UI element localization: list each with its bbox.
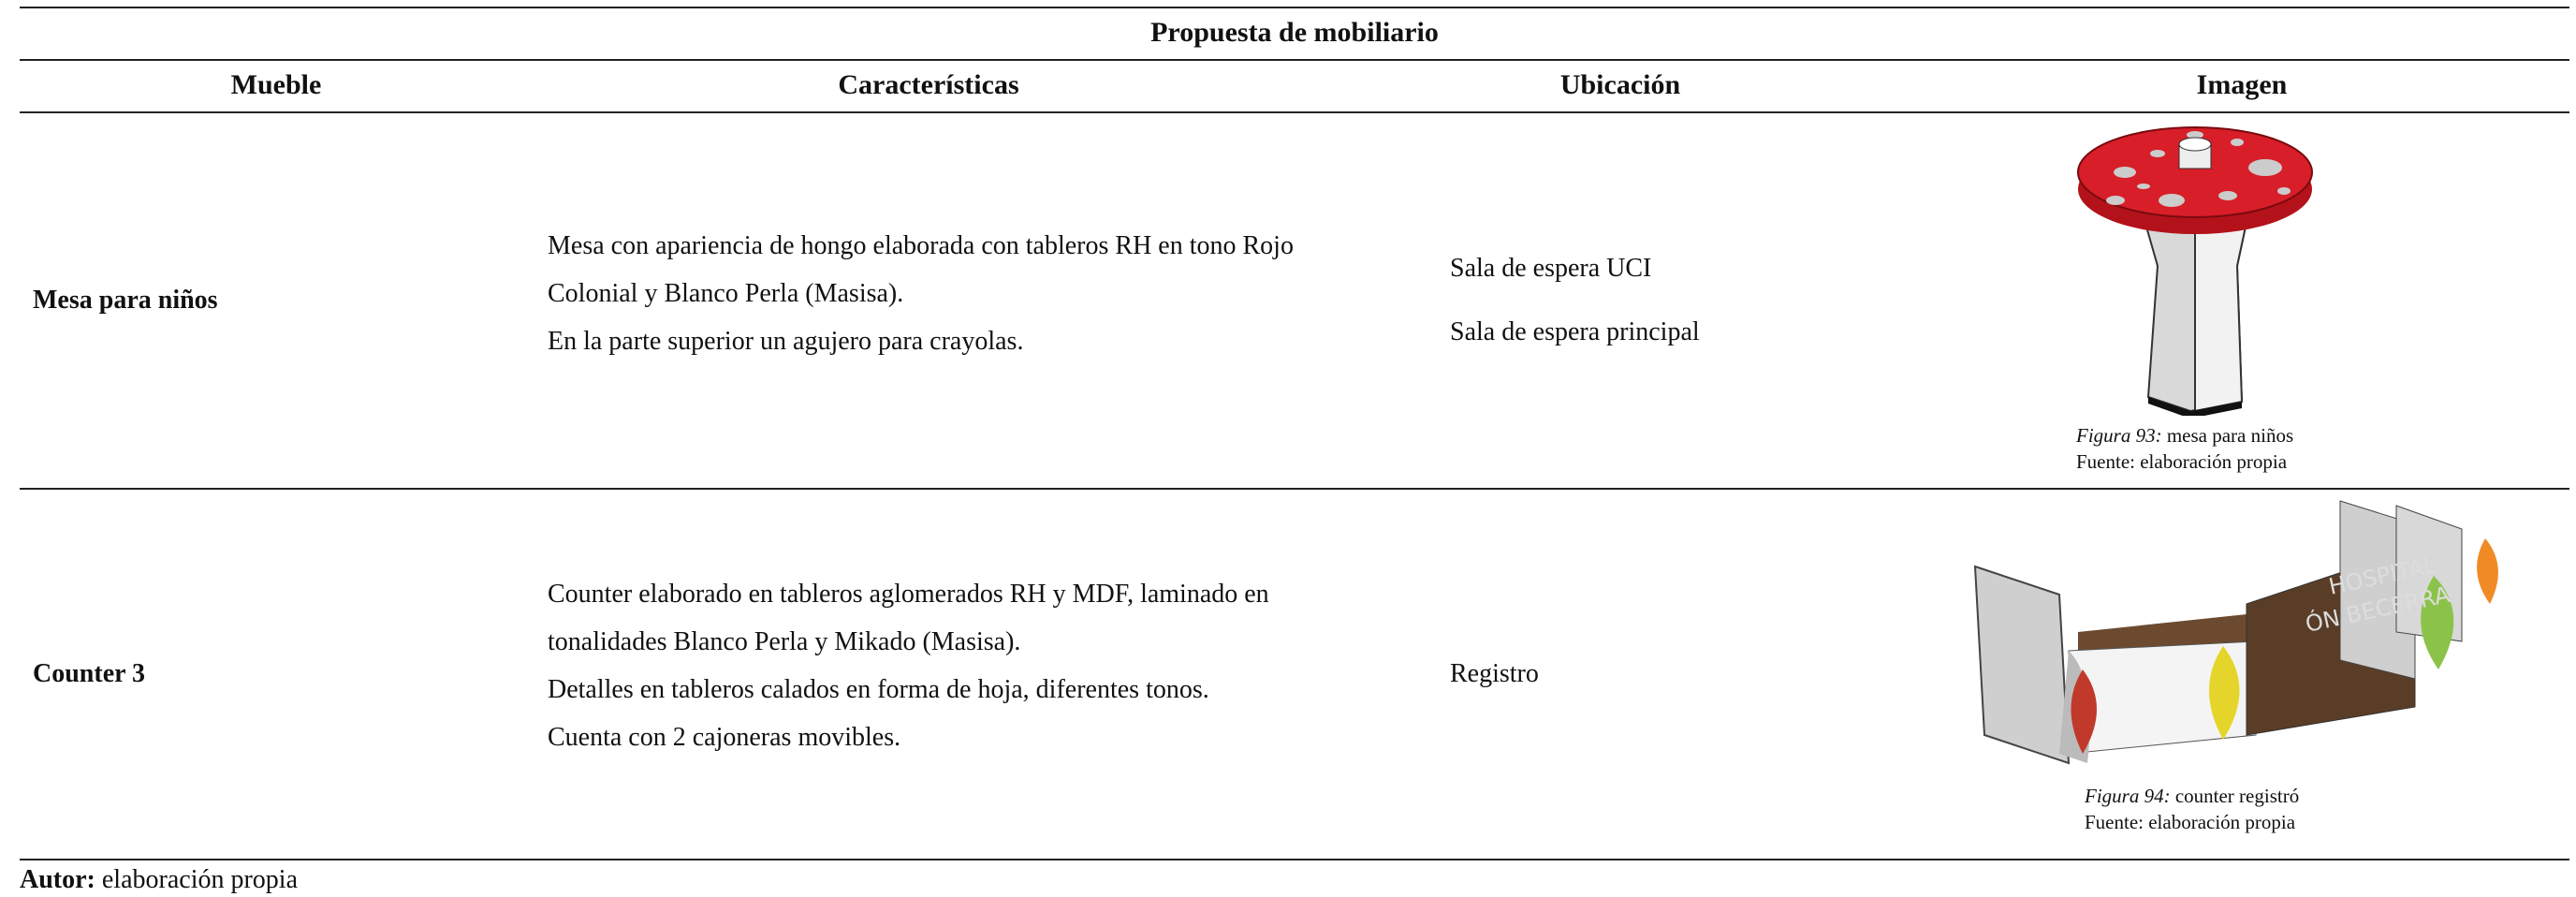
- table-title: Propuesta de mobiliario: [1150, 17, 1439, 48]
- column-header: Ubicación: [1559, 69, 1681, 100]
- figure-text: mesa para niños: [2166, 424, 2294, 447]
- column-header: Características: [838, 69, 1019, 100]
- footer-label: Autor:: [20, 865, 95, 894]
- location: Registro: [1450, 659, 1539, 688]
- feature: Cuenta con 2 cajoneras movibles.: [548, 723, 901, 752]
- mushroom-table-image: [2077, 126, 2313, 416]
- rule: [20, 859, 2569, 860]
- footer: Autor: elaboración propia: [20, 863, 298, 897]
- feature: Mesa con apariencia de hongo elaborada c…: [548, 231, 1294, 308]
- figure-caption: Figura 94: counter registró: [2085, 783, 2299, 809]
- feature: En la parte superior un agujero para cra…: [548, 327, 1024, 356]
- rule: [20, 111, 2569, 113]
- counter-image: HOSPITAL ÓN BECERRA: [1973, 500, 2498, 765]
- column-header: Imagen: [2196, 69, 2288, 100]
- feature: Detalles en tableros calados en forma de…: [548, 675, 1209, 704]
- figure-source: Fuente: elaboración propia: [2076, 450, 2288, 473]
- figure-label: Figura 93:: [2076, 424, 2162, 447]
- footer-text: elaboración propia: [101, 865, 298, 894]
- rule: [20, 488, 2569, 490]
- column-header: Mueble: [230, 69, 322, 100]
- figure-label: Figura 94:: [2085, 785, 2171, 807]
- rule: [20, 7, 2569, 8]
- feature: Counter elaborado en tableros aglomerado…: [548, 580, 1269, 656]
- row-name: Counter 3: [33, 659, 146, 688]
- features: Counter elaborado en tableros aglomerado…: [548, 570, 1371, 761]
- rule: [20, 59, 2569, 61]
- figure-caption: Figura 93: mesa para niños: [2076, 422, 2293, 448]
- location: Sala de espera principal: [1450, 317, 1700, 346]
- row-name: Mesa para niños: [33, 286, 218, 315]
- location: Sala de espera UCI: [1450, 254, 1652, 283]
- features: Mesa con apariencia de hongo elaborada c…: [548, 222, 1371, 365]
- figure-source: Fuente: elaboración propia: [2085, 811, 2296, 833]
- figure-text: counter registró: [2174, 785, 2300, 807]
